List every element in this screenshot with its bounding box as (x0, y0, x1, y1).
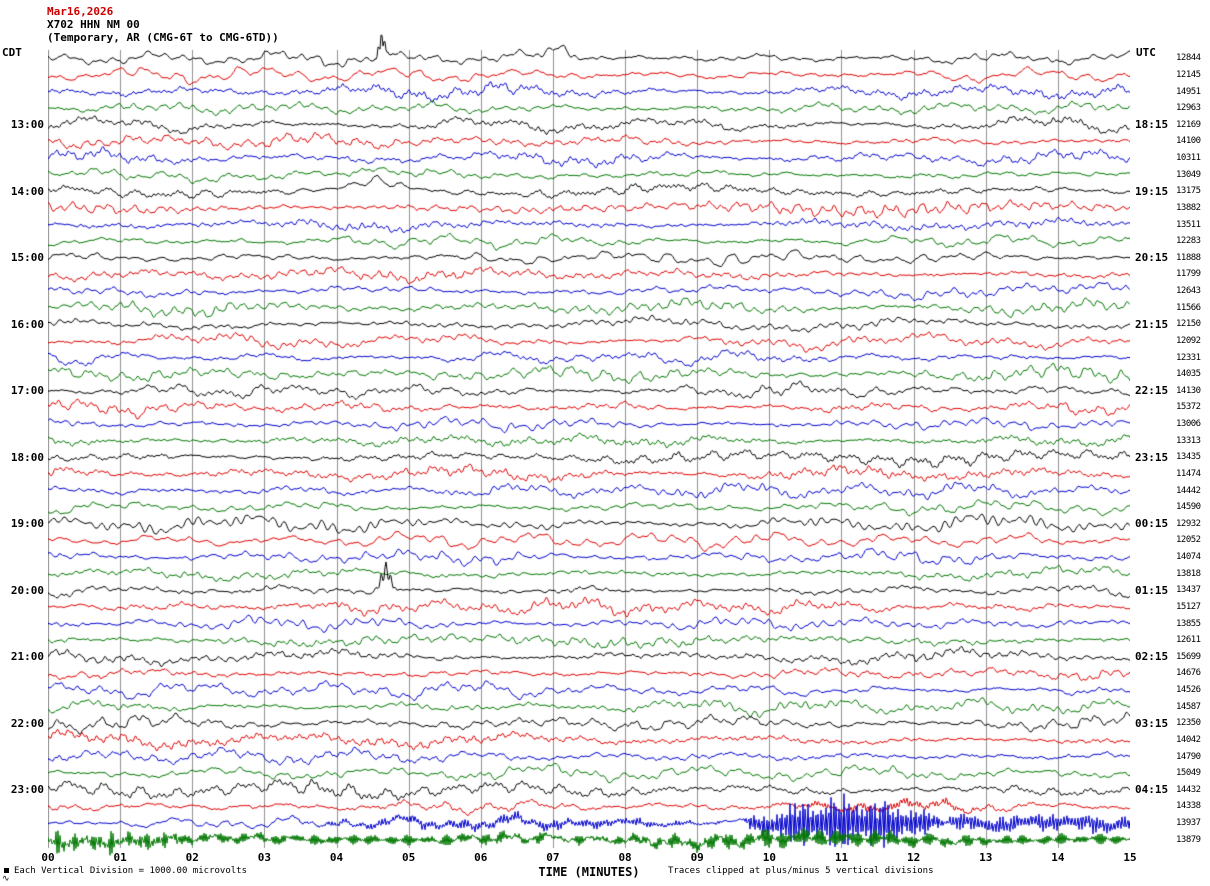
right-utc-label: 04:15 (1135, 783, 1169, 797)
trace-amplitude-value: 12092 (1176, 335, 1201, 346)
trace-amplitude-value: 15127 (1176, 601, 1201, 612)
trace-amplitude-value: 13882 (1176, 202, 1201, 213)
trace-amplitude-value: 14790 (1176, 751, 1201, 762)
right-utc-label: 23:15 (1135, 450, 1169, 464)
right-utc-label: 19:15 (1135, 184, 1169, 198)
trace-amplitude-value: 13879 (1176, 834, 1201, 845)
trace-amplitude-value: 11799 (1176, 269, 1201, 280)
trace-amplitude-value: 12643 (1176, 286, 1201, 297)
trace-amplitude-value: 12283 (1176, 236, 1201, 247)
trace-amplitude-value: 11474 (1176, 468, 1201, 479)
trace-amplitude-value: 11566 (1176, 302, 1201, 313)
left-timezone-label: CDT (2, 46, 22, 59)
trace-amplitude-value: 14035 (1176, 369, 1201, 380)
x-axis-title: TIME (MINUTES) (538, 865, 640, 879)
trace-amplitude-value: 13175 (1176, 186, 1201, 197)
trace-amplitude-value: 14442 (1176, 485, 1201, 496)
x-tick-label: 04 (329, 851, 344, 864)
trace-amplitude-value: 14338 (1176, 801, 1201, 812)
left-time-label: 17:00 (10, 384, 44, 398)
right-timezone-label: UTC (1136, 46, 1156, 59)
trace-amplitude-value: 13437 (1176, 585, 1201, 596)
trace-amplitude-value: 12331 (1176, 352, 1201, 363)
footer-right-note: Traces clipped at plus/minus 5 vertical … (668, 866, 934, 876)
trace-amplitude-value: 13937 (1176, 818, 1201, 829)
x-tick-label: 06 (474, 851, 488, 864)
trace-amplitude-value: 14432 (1176, 784, 1201, 795)
trace-amplitude-value: 14074 (1176, 552, 1201, 563)
left-time-label: 13:00 (10, 118, 44, 132)
left-time-label: 18:00 (10, 450, 44, 464)
left-time-label: 22:00 (10, 716, 44, 730)
right-utc-label: 00:15 (1135, 517, 1169, 531)
x-tick-label: 07 (546, 851, 560, 864)
right-utc-label: 03:15 (1135, 716, 1169, 730)
x-tick-label: 10 (762, 851, 776, 864)
trace-amplitude-value: 14587 (1176, 701, 1201, 712)
left-time-label: 19:00 (10, 517, 44, 531)
trace-amplitude-value: 14951 (1176, 86, 1201, 97)
x-tick-label: 13 (979, 851, 993, 864)
trace-amplitude-value: 12932 (1176, 518, 1201, 529)
trace-amplitude-value: 14130 (1176, 385, 1201, 396)
trace-amplitude-value: 12145 (1176, 69, 1201, 80)
trace-amplitude-value: 14526 (1176, 685, 1201, 696)
left-time-label: 15:00 (10, 251, 44, 265)
right-utc-label: 02:15 (1135, 650, 1169, 664)
trace-amplitude-value: 11888 (1176, 252, 1201, 263)
trace-amplitude-value: 13818 (1176, 568, 1201, 579)
trace-amplitude-value: 15699 (1176, 651, 1201, 662)
left-time-label: 20:00 (10, 583, 44, 597)
corner-squiggle-icon: ∿ (2, 874, 10, 884)
x-tick-label: 03 (257, 851, 272, 864)
trace-amplitude-value: 13006 (1176, 419, 1201, 430)
right-utc-label: 18:15 (1135, 118, 1169, 132)
x-tick-label: 09 (690, 851, 704, 864)
x-tick-label: 14 (1051, 851, 1065, 864)
trace-amplitude-value: 10311 (1176, 153, 1201, 164)
right-utc-label: 22:15 (1135, 384, 1169, 398)
seismogram-canvas (48, 26, 1130, 856)
trace-amplitude-value: 12963 (1176, 103, 1201, 114)
trace-amplitude-value: 14676 (1176, 668, 1201, 679)
trace-amplitude-value: 12844 (1176, 53, 1201, 64)
x-tick-label: 08 (618, 851, 632, 864)
trace-amplitude-value: 13313 (1176, 435, 1201, 446)
trace-amplitude-value: 12350 (1176, 718, 1201, 729)
x-tick-label: 01 (113, 851, 127, 864)
trace-amplitude-value: 14590 (1176, 502, 1201, 513)
trace-amplitude-value: 13435 (1176, 452, 1201, 463)
trace-amplitude-value: 12052 (1176, 535, 1201, 546)
x-tick-label: 02 (185, 851, 199, 864)
right-utc-label: 20:15 (1135, 251, 1169, 265)
trace-amplitude-value: 15049 (1176, 768, 1201, 779)
left-time-label: 14:00 (10, 184, 44, 198)
trace-amplitude-value: 13855 (1176, 618, 1201, 629)
right-utc-label: 21:15 (1135, 317, 1169, 331)
x-tick-label: 15 (1123, 851, 1137, 864)
division-marker-icon (4, 868, 9, 873)
trace-amplitude-value: 12611 (1176, 635, 1201, 646)
trace-amplitude-value: 12169 (1176, 119, 1201, 130)
trace-amplitude-value: 12150 (1176, 319, 1201, 330)
x-tick-label: 11 (834, 851, 849, 864)
footer-left-note: Each Vertical Division = 1000.00 microvo… (14, 866, 247, 876)
trace-amplitude-value: 14042 (1176, 734, 1201, 745)
trace-amplitude-value: 15372 (1176, 402, 1201, 413)
x-tick-label: 00 (41, 851, 55, 864)
trace-amplitude-value: 14100 (1176, 136, 1201, 147)
trace-amplitude-value: 13511 (1176, 219, 1201, 230)
left-time-label: 21:00 (10, 650, 44, 664)
left-time-label: 23:00 (10, 783, 44, 797)
left-time-label: 16:00 (10, 317, 44, 331)
record-date: Mar16,2026 (47, 5, 114, 18)
x-tick-label: 12 (906, 851, 921, 864)
trace-amplitude-value: 13049 (1176, 169, 1201, 180)
x-tick-label: 05 (402, 851, 416, 864)
right-utc-label: 01:15 (1135, 583, 1169, 597)
